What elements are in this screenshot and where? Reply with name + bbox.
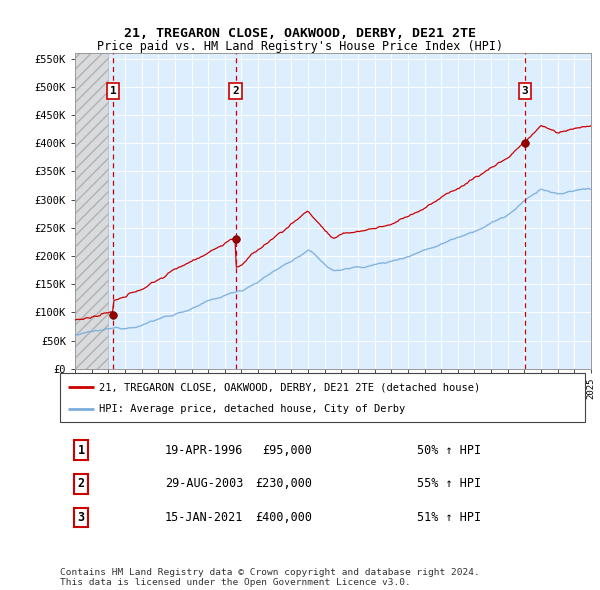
Text: 51% ↑ HPI: 51% ↑ HPI <box>417 511 481 524</box>
Text: 15-JAN-2021: 15-JAN-2021 <box>165 511 244 524</box>
Text: £400,000: £400,000 <box>255 511 312 524</box>
Text: 50% ↑ HPI: 50% ↑ HPI <box>417 444 481 457</box>
Text: 1: 1 <box>110 86 116 96</box>
Text: £95,000: £95,000 <box>262 444 312 457</box>
Text: 29-AUG-2003: 29-AUG-2003 <box>165 477 244 490</box>
Text: 1: 1 <box>77 444 85 457</box>
Text: 19-APR-1996: 19-APR-1996 <box>165 444 244 457</box>
Text: 3: 3 <box>522 86 529 96</box>
Text: 3: 3 <box>77 511 85 524</box>
Text: 21, TREGARON CLOSE, OAKWOOD, DERBY, DE21 2TE: 21, TREGARON CLOSE, OAKWOOD, DERBY, DE21… <box>124 27 476 40</box>
Text: £230,000: £230,000 <box>255 477 312 490</box>
Text: Price paid vs. HM Land Registry's House Price Index (HPI): Price paid vs. HM Land Registry's House … <box>97 40 503 53</box>
Bar <box>75 53 108 369</box>
Text: 55% ↑ HPI: 55% ↑ HPI <box>417 477 481 490</box>
Text: HPI: Average price, detached house, City of Derby: HPI: Average price, detached house, City… <box>100 404 406 414</box>
Text: 2: 2 <box>77 477 85 490</box>
Text: Contains HM Land Registry data © Crown copyright and database right 2024.
This d: Contains HM Land Registry data © Crown c… <box>60 568 480 587</box>
Text: 2: 2 <box>232 86 239 96</box>
Text: 21, TREGARON CLOSE, OAKWOOD, DERBY, DE21 2TE (detached house): 21, TREGARON CLOSE, OAKWOOD, DERBY, DE21… <box>100 382 481 392</box>
